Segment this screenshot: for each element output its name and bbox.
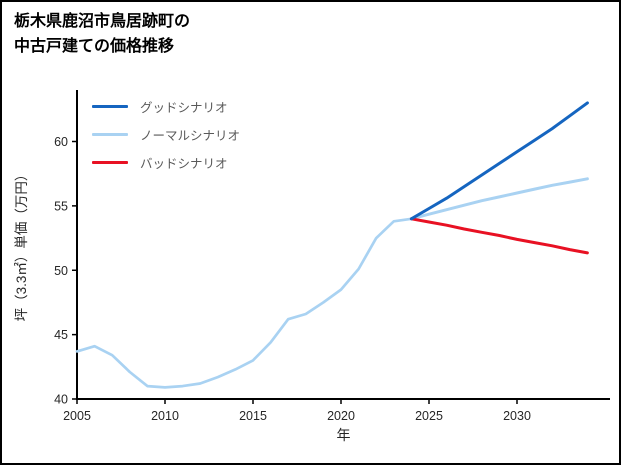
x-tick-label: 2025: [415, 409, 443, 423]
legend-label-normal: ノーマルシナリオ: [140, 128, 241, 143]
chart-legend: グッドシナリオ ノーマルシナリオ バッドシナリオ: [92, 92, 240, 176]
chart-title-line2: 中古戸建ての価格推移: [14, 37, 175, 55]
x-tick-label: 2020: [327, 409, 355, 423]
legend-line-good-icon: [92, 104, 128, 108]
series-line-good: [409, 101, 589, 221]
y-axis-label: 坪（3.3㎡）単価（万円）: [14, 168, 29, 322]
legend-label-bad: バッドシナリオ: [140, 156, 228, 171]
legend-line-bad-icon: [92, 160, 128, 164]
y-tick-label: 40: [54, 393, 68, 407]
x-tick-label: 2030: [503, 409, 531, 423]
chart-title: 栃木県鹿沼市鳥居跡町の 中古戸建ての価格推移: [14, 10, 190, 60]
y-tick-label: 60: [54, 135, 68, 149]
series-line-historical: [75, 217, 413, 389]
x-tick-label: 2010: [151, 409, 179, 423]
x-tick-label: 2015: [239, 409, 267, 423]
legend-item-normal: ノーマルシナリオ: [92, 120, 240, 148]
chart-title-line1: 栃木県鹿沼市鳥居跡町の: [14, 13, 191, 30]
series-line-bad: [409, 217, 589, 255]
y-tick-label: 50: [54, 264, 68, 278]
series-line-normal: [409, 177, 589, 221]
legend-item-bad: バッドシナリオ: [92, 148, 240, 176]
legend-item-good: グッドシナリオ: [92, 92, 240, 120]
legend-label-good: グッドシナリオ: [140, 100, 228, 115]
y-tick-label: 45: [54, 328, 68, 342]
y-tick-label: 55: [54, 199, 68, 213]
x-tick-label: 2005: [63, 409, 91, 423]
x-axis-label: 年: [337, 427, 351, 443]
legend-line-normal-icon: [92, 132, 128, 136]
